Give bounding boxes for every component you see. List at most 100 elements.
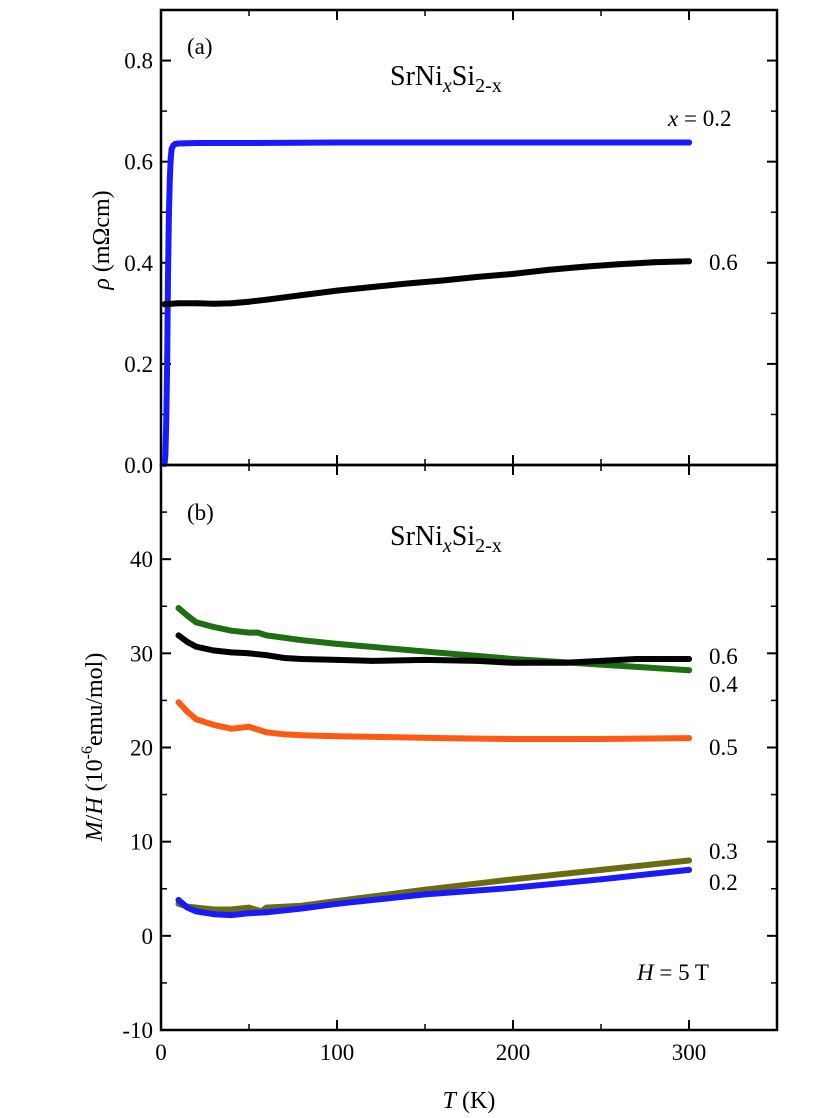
data-point-0.2: [184, 904, 191, 911]
data-point-x = 0.2: [162, 451, 169, 458]
data-point-x = 0.2: [175, 140, 182, 147]
data-point-0.6: [474, 657, 481, 664]
data-point-0.6: [369, 284, 376, 291]
x-tick-label: 100: [320, 1040, 355, 1065]
panel-a-series: [161, 139, 692, 467]
data-point-0.6: [246, 650, 252, 657]
data-point-0.5: [281, 731, 288, 738]
y-tick-label: -10: [122, 1018, 153, 1043]
data-point-0.6: [228, 300, 235, 307]
series-line-0.6: [161, 258, 692, 308]
data-point-0.5: [246, 723, 252, 730]
data-point-0.2: [334, 900, 340, 907]
y-tick-label: 0.0: [124, 453, 153, 478]
data-point-0.2: [298, 905, 305, 912]
data-point-0.3: [422, 886, 428, 893]
data-point-0.6: [650, 259, 657, 266]
series-label-0.6-a: 0.6: [709, 250, 738, 275]
panel-b-y-axis-label: M/H (10-6emu/mol): [79, 653, 108, 843]
data-point-0.2: [422, 891, 428, 898]
data-point-x = 0.2: [246, 139, 252, 146]
data-point-0.6: [580, 263, 587, 270]
data-point-x = 0.2: [166, 176, 173, 183]
data-point-0.4: [193, 619, 200, 626]
data-point-0.4: [228, 627, 235, 634]
data-point-0.4: [254, 629, 261, 636]
data-point-x = 0.2: [510, 139, 516, 146]
data-point-0.4: [175, 605, 182, 612]
data-point-0.6: [598, 657, 604, 664]
series-label-0.3: 0.3: [709, 839, 738, 864]
data-point-0.6: [210, 300, 217, 307]
data-point-0.6: [615, 261, 622, 268]
data-point-0.5: [175, 699, 182, 706]
data-point-0.6: [422, 656, 428, 663]
data-point-0.2: [598, 876, 604, 883]
panel-a-y-axis-label: ρ (mΩcm): [89, 190, 115, 290]
panel-a-ticks: [161, 9, 777, 466]
data-point-0.6: [633, 655, 640, 662]
data-point-0.6: [246, 298, 252, 305]
data-point-0.3: [510, 876, 516, 883]
data-point-0.4: [263, 632, 270, 639]
data-point-0.6: [161, 301, 168, 308]
data-point-0.4: [422, 648, 428, 655]
data-point-x = 0.2: [165, 272, 172, 279]
panel-a-title: SrNixSi2-x: [390, 61, 502, 97]
data-point-0.6: [193, 643, 200, 650]
panel-b-title: SrNixSi2-x: [390, 521, 502, 557]
y-tick-label: 10: [130, 830, 153, 855]
data-point-0.6: [263, 296, 270, 303]
panel-b-label: (b): [187, 500, 214, 525]
y-tick-label: 0.8: [124, 49, 153, 74]
x-tick-label: 0: [155, 1040, 167, 1065]
data-point-0.5: [184, 708, 191, 715]
y-tick-label: 0: [142, 924, 154, 949]
data-point-x = 0.2: [334, 139, 340, 146]
y-tick-label: 30: [130, 641, 153, 666]
data-point-0.2: [686, 866, 692, 873]
data-point-0.5: [686, 735, 692, 742]
data-point-0.2: [210, 911, 217, 918]
data-point-0.2: [175, 897, 182, 904]
data-point-x = 0.2: [193, 139, 200, 146]
data-point-x = 0.2: [164, 355, 171, 362]
data-point-0.5: [298, 732, 305, 739]
panel-a-label: (a): [187, 34, 213, 59]
data-point-x = 0.2: [598, 139, 604, 146]
data-point-0.6: [184, 639, 191, 646]
data-point-0.2: [193, 908, 200, 915]
y-tick-label: 0.2: [124, 352, 153, 377]
data-point-0.6: [369, 657, 376, 664]
data-point-0.6: [281, 655, 288, 662]
data-point-0.5: [439, 735, 446, 742]
data-point-0.6: [210, 647, 217, 654]
series-label-x0.2: x = 0.2: [667, 106, 731, 131]
data-point-0.6: [298, 292, 305, 299]
data-point-0.6: [175, 300, 182, 307]
data-point-0.6: [686, 258, 692, 265]
data-point-x = 0.2: [163, 416, 170, 423]
panel-b-ticks: [161, 465, 777, 1031]
data-point-0.5: [598, 736, 604, 743]
panel-b-y-tick-labels: -10 0 10 20 30 40: [122, 547, 153, 1043]
data-point-0.6: [404, 280, 411, 287]
y-tick-label: 40: [130, 547, 153, 572]
data-point-0.4: [246, 629, 252, 636]
data-point-0.6: [562, 659, 569, 666]
series-label-0.2: 0.2: [709, 870, 738, 895]
series-line-0.5: [175, 699, 692, 742]
panel-b-x-tick-labels: 0 100 200 300: [155, 1040, 706, 1065]
y-tick-label: 0.4: [124, 251, 153, 276]
x-tick-label: 200: [496, 1040, 531, 1065]
data-point-x = 0.2: [167, 156, 174, 163]
data-point-0.6: [439, 277, 446, 284]
data-point-0.5: [334, 733, 340, 740]
data-point-0.6: [228, 649, 235, 656]
series-line-0.4: [175, 605, 692, 674]
data-point-0.4: [686, 667, 692, 674]
data-point-0.3: [263, 904, 270, 911]
data-point-0.3: [686, 857, 692, 864]
data-point-0.5: [263, 729, 270, 736]
